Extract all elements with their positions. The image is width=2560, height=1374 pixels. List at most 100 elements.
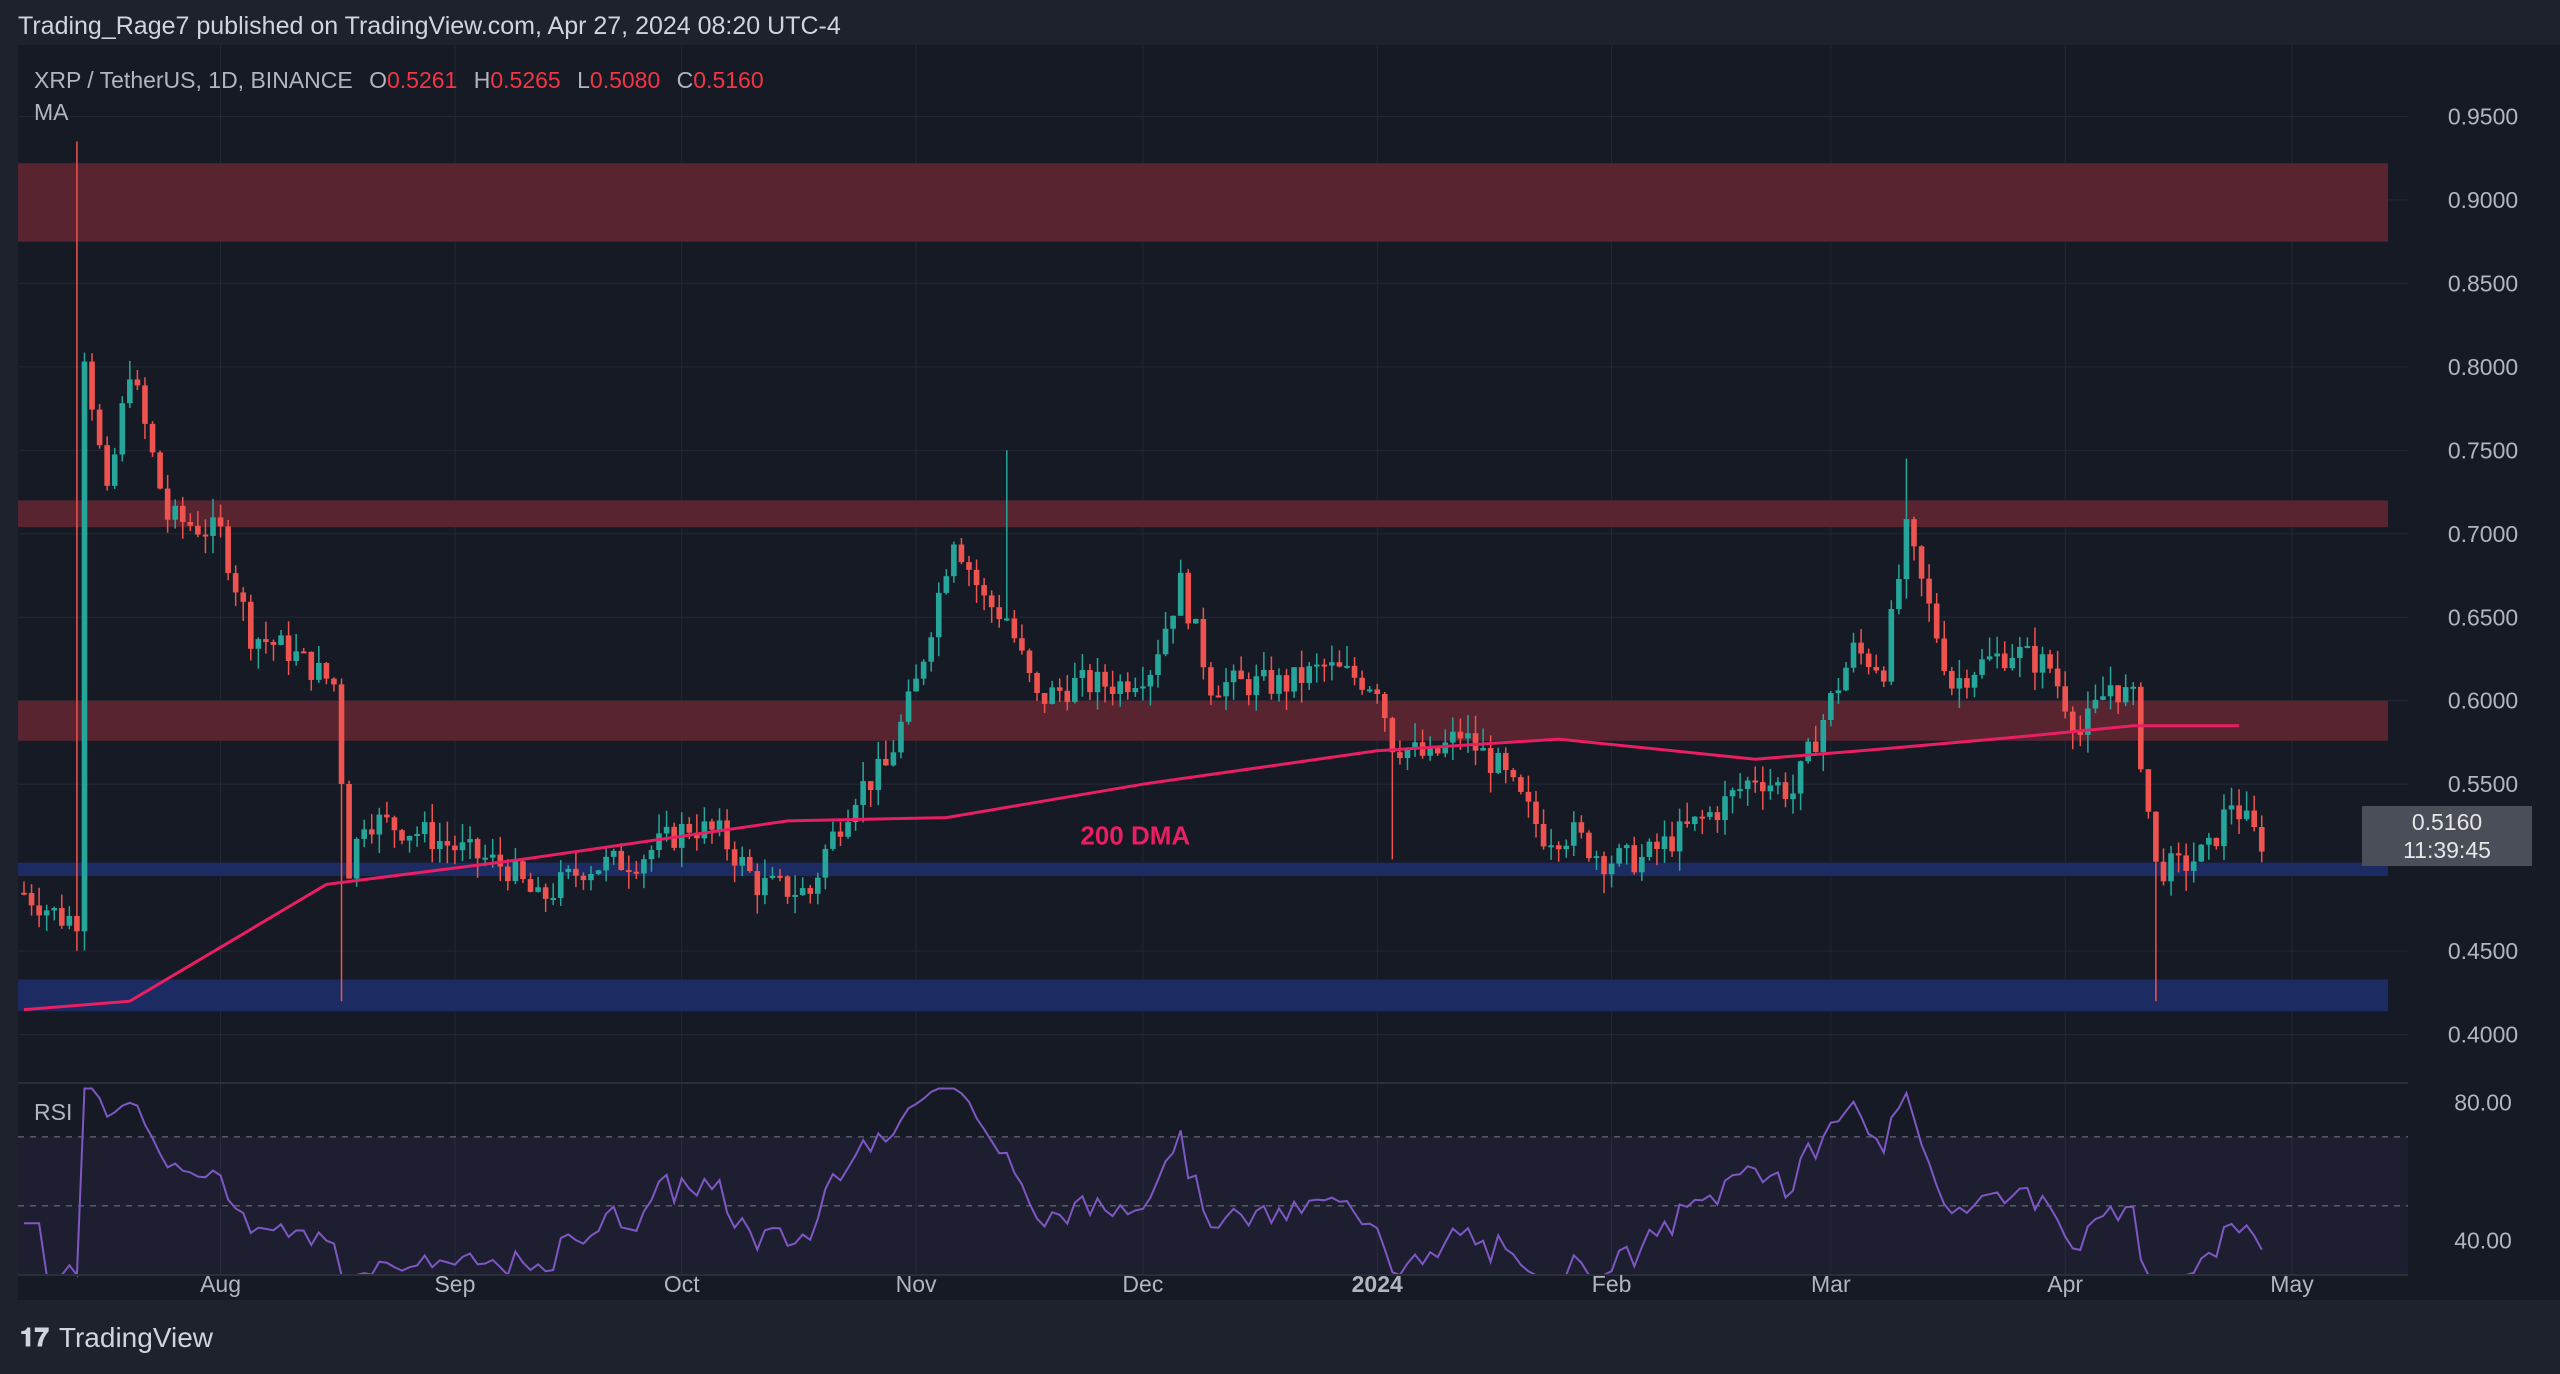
candle-up: [1306, 666, 1312, 683]
candle-up: [716, 820, 723, 830]
tradingview-logo-icon[interactable]: 𝟏𝟕: [20, 1322, 49, 1352]
candle-down: [195, 525, 201, 535]
candle-up: [898, 721, 904, 753]
candle-down: [21, 892, 27, 895]
candle-down: [59, 908, 65, 926]
candle-up: [1193, 618, 1199, 624]
candle-up: [1888, 608, 1895, 682]
candle-up: [1162, 628, 1169, 655]
legend-indicator[interactable]: MA: [34, 99, 69, 125]
candle-up: [81, 361, 88, 932]
candle-down: [444, 841, 451, 846]
candle-up: [535, 887, 541, 892]
legend-high: 0.5265: [490, 67, 561, 93]
candle-down: [232, 573, 239, 593]
candle-down: [2047, 654, 2053, 669]
candle-down: [1654, 841, 1660, 850]
candle-up: [2168, 853, 2174, 882]
candle-up: [1155, 654, 1161, 675]
candle-down: [686, 823, 693, 833]
candle-down: [1926, 578, 1932, 604]
candle-up: [2206, 837, 2212, 845]
candle-down: [1374, 689, 1381, 695]
candle-up: [1896, 579, 1902, 609]
support-zone: [18, 979, 2388, 1012]
candle-down: [784, 876, 791, 897]
candle-up: [376, 814, 383, 835]
candle-down: [1555, 845, 1562, 850]
candle-down: [1215, 695, 1222, 698]
x-tick-label: Mar: [1811, 1271, 1851, 1297]
candle-up: [1412, 742, 1418, 749]
candle-up: [852, 804, 859, 823]
candle-down: [1540, 824, 1547, 847]
candle-up: [1639, 856, 1645, 873]
candle-down: [240, 592, 247, 602]
candle-down: [996, 607, 1003, 620]
candle-up: [1820, 720, 1827, 753]
candle-down: [1533, 801, 1539, 825]
candle-down: [1208, 667, 1214, 696]
candle-down: [1631, 845, 1638, 873]
candle-up: [1956, 678, 1963, 689]
x-tick-label: 2024: [1352, 1271, 1403, 1297]
y-tick-label: 0.6000: [2448, 688, 2518, 714]
candle-up: [482, 857, 488, 860]
x-tick-label: Feb: [1592, 1271, 1632, 1297]
candle-up: [935, 592, 942, 638]
candle-down: [2160, 861, 2167, 882]
candle-down: [1684, 821, 1690, 824]
candle-up: [316, 662, 322, 680]
resistance-zone: [18, 163, 2388, 242]
candle-down: [724, 820, 730, 850]
candle-down: [988, 595, 995, 608]
chart-plot-area[interactable]: 200 DMA Aug Sep Oct Nov Dec 2024 Feb Mar Apr May: [18, 45, 2408, 1300]
candle-down: [1525, 791, 1532, 802]
candle-up: [1835, 690, 1842, 694]
candle-up: [1571, 822, 1577, 846]
candle-up: [255, 639, 262, 649]
candle-down: [2251, 810, 2257, 827]
candle-down: [1019, 638, 1025, 651]
candle-down: [1760, 782, 1766, 792]
candle-up: [943, 576, 950, 593]
candle-up: [951, 544, 957, 577]
candle-down: [746, 857, 753, 872]
resistance-zone: [18, 500, 2388, 528]
legend-low-label: L: [577, 67, 590, 93]
y-tick-label: 0.4500: [2448, 938, 2518, 964]
candle-down: [1812, 741, 1819, 753]
candle-up: [1797, 761, 1804, 794]
legend-close-label: C: [676, 67, 694, 93]
candle-up: [610, 850, 617, 857]
candle-down: [96, 409, 103, 446]
last-price-value: 0.5160: [2411, 809, 2483, 835]
candle-up: [557, 872, 564, 898]
candle-up: [2190, 861, 2197, 871]
candle-down: [1714, 812, 1721, 821]
bar-countdown: 11:39:45: [2403, 837, 2491, 863]
candle-down: [1268, 669, 1275, 694]
candle-down: [331, 678, 337, 685]
candle-down: [2175, 853, 2182, 856]
candle-down: [2069, 711, 2076, 732]
candle-up: [1366, 689, 1373, 692]
candle-down: [520, 861, 526, 880]
candle-up: [2017, 646, 2023, 658]
candle-up: [1404, 748, 1411, 758]
footer-brand[interactable]: TradingView: [58, 1322, 214, 1353]
candle-up: [1775, 782, 1781, 786]
candle-up: [2243, 810, 2250, 820]
candle-down: [391, 817, 398, 831]
candle-up: [1593, 856, 1600, 859]
candle-up: [278, 635, 284, 645]
candle-up: [1079, 670, 1086, 679]
candle-up: [1117, 681, 1123, 694]
candle-up: [1465, 733, 1471, 739]
candle-down: [217, 517, 224, 527]
candle-down: [36, 905, 42, 916]
candle-up: [119, 403, 126, 455]
candle-down: [966, 562, 972, 570]
